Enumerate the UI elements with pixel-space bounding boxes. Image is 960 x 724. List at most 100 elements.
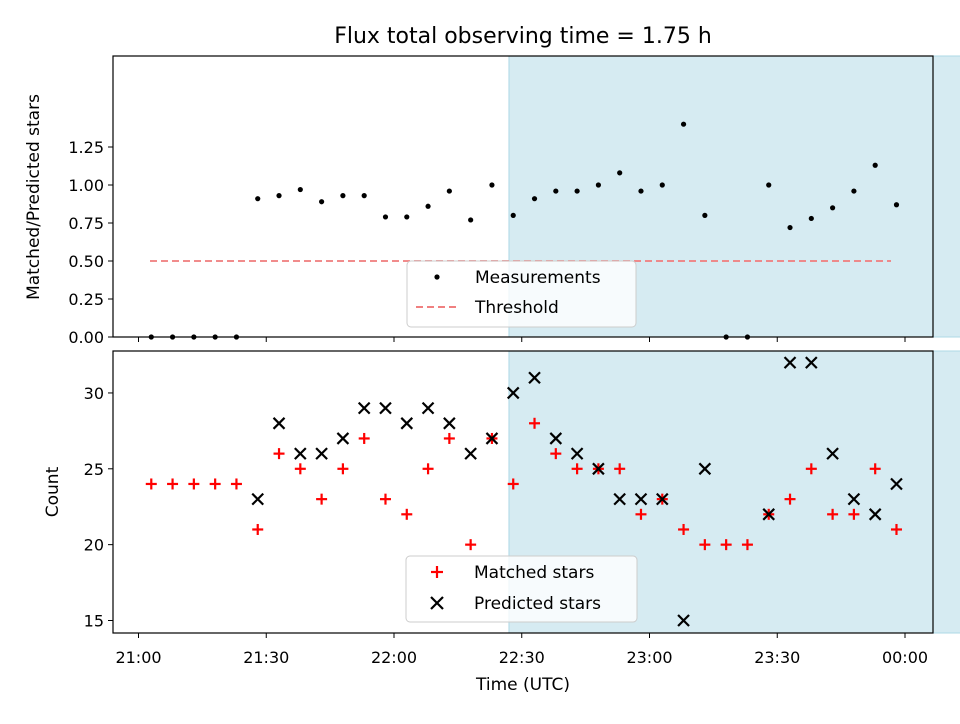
matched-star-point xyxy=(550,448,562,460)
matched-star-point xyxy=(443,432,455,444)
matched-star-point xyxy=(529,417,541,429)
predicted-star-point xyxy=(613,492,626,506)
predicted-star-point xyxy=(272,417,286,430)
top-y-ticks: 0.00 0.25 0.50 0.75 1.00 1.25 xyxy=(68,138,113,347)
y-tick-label: 0.75 xyxy=(68,214,104,233)
x-tick-label: 22:30 xyxy=(499,648,545,667)
legend-threshold: Threshold xyxy=(474,298,559,318)
predicted-star-point xyxy=(336,432,350,445)
measurement-point xyxy=(595,182,602,188)
predicted-star-point xyxy=(868,508,882,521)
matched-star-point xyxy=(188,478,200,490)
predicted-star-point xyxy=(357,401,371,415)
predicted-star-point xyxy=(762,508,776,521)
matched-star-point xyxy=(422,463,434,475)
matched-star-point xyxy=(209,478,221,490)
predicted-star-point xyxy=(677,614,690,627)
measurement-point xyxy=(680,121,687,127)
measurement-point xyxy=(531,196,538,202)
measurement-point xyxy=(404,214,410,220)
predicted-star-point xyxy=(634,492,648,506)
matched-star-point xyxy=(890,523,902,535)
top-axes-frame xyxy=(112,55,934,338)
predicted-star-point xyxy=(826,447,839,460)
chart-title: Flux total observing time = 1.75 h xyxy=(334,24,712,49)
matched-star-point xyxy=(869,463,881,475)
matched-star-point xyxy=(379,493,391,505)
predicted-star-point xyxy=(294,447,307,460)
predicted-star-point xyxy=(506,386,520,400)
matched-star-point xyxy=(614,463,626,475)
measurement-point xyxy=(659,182,665,188)
y-tick-label: 0.25 xyxy=(68,290,104,309)
y-tick-label: 15 xyxy=(84,612,104,631)
y-tick-label: 25 xyxy=(84,460,104,479)
x-tick-label: 21:00 xyxy=(115,648,161,667)
legend-plus-icon xyxy=(431,566,443,578)
measurement-point xyxy=(617,170,623,176)
predicted-star-point xyxy=(890,477,903,491)
measurement-point xyxy=(297,186,303,193)
measurement-point xyxy=(510,212,516,218)
measurement-point xyxy=(851,188,857,194)
measurement-point xyxy=(872,162,878,168)
x-tick-label: 22:00 xyxy=(371,648,417,667)
matched-star-point xyxy=(294,463,306,475)
matched-star-point xyxy=(741,539,753,551)
x-tick-label: 00:00 xyxy=(882,648,928,667)
predicted-star-point xyxy=(464,447,477,460)
top-legend-box xyxy=(406,260,637,328)
bottom-ylabel: Count xyxy=(43,466,63,517)
y-tick-label: 0.00 xyxy=(68,328,104,347)
legend-x-icon xyxy=(430,596,444,610)
matched-star-point xyxy=(805,463,817,475)
predicted-star-point xyxy=(847,492,861,506)
predicted-star-point xyxy=(379,401,392,415)
measurement-point xyxy=(276,193,282,199)
measurement-point xyxy=(319,199,325,205)
top-legend: Measurements Threshold xyxy=(406,260,637,328)
measurement-point xyxy=(446,188,452,194)
predicted-star-point xyxy=(443,417,456,430)
legend-dot-icon xyxy=(434,274,440,280)
predicted-star-point xyxy=(400,417,414,430)
bottom-legend: Matched stars Predicted stars xyxy=(405,555,638,623)
predicted-stars-points xyxy=(251,356,903,627)
legend-matched: Matched stars xyxy=(474,563,594,583)
matched-star-point xyxy=(571,463,583,475)
bottom-panel: 15 20 25 30 21:00 21:30 22:00 22:30 23:00 23:30 0… xyxy=(43,350,960,695)
predicted-star-point xyxy=(251,492,265,506)
predicted-star-point xyxy=(592,462,605,476)
measurement-point xyxy=(382,214,389,220)
predicted-star-point xyxy=(315,447,328,460)
measurement-point xyxy=(340,193,346,199)
matched-star-point xyxy=(827,508,839,520)
predicted-star-point xyxy=(805,356,818,369)
matched-star-point xyxy=(635,508,647,520)
measurement-point xyxy=(489,182,495,188)
measurement-point xyxy=(255,196,261,202)
bottom-x-ticks: 21:00 21:30 22:00 22:30 23:00 23:30 00:00 xyxy=(115,633,928,667)
measurement-point xyxy=(553,188,559,194)
predicted-star-point xyxy=(570,447,584,460)
y-tick-label: 0.50 xyxy=(68,252,104,271)
legend-predicted: Predicted stars xyxy=(474,594,601,614)
matched-star-point xyxy=(699,539,711,551)
matched-star-point xyxy=(465,539,477,551)
measurement-point xyxy=(893,202,900,208)
predicted-star-point xyxy=(698,462,712,476)
measurement-points xyxy=(148,121,900,340)
bottom-axes-frame xyxy=(112,350,934,634)
matched-star-point xyxy=(358,432,370,444)
predicted-star-point xyxy=(783,356,797,369)
measurement-point xyxy=(830,205,836,211)
matched-star-point xyxy=(720,539,732,551)
measurement-point xyxy=(808,215,814,222)
y-tick-label: 20 xyxy=(84,536,104,555)
matched-star-point xyxy=(167,478,179,490)
matched-star-point xyxy=(273,448,285,460)
top-ylabel: Matched/Predicted stars xyxy=(24,94,44,300)
matched-star-point xyxy=(230,478,242,490)
predicted-star-point xyxy=(485,432,499,445)
top-x-ticks xyxy=(138,337,906,342)
